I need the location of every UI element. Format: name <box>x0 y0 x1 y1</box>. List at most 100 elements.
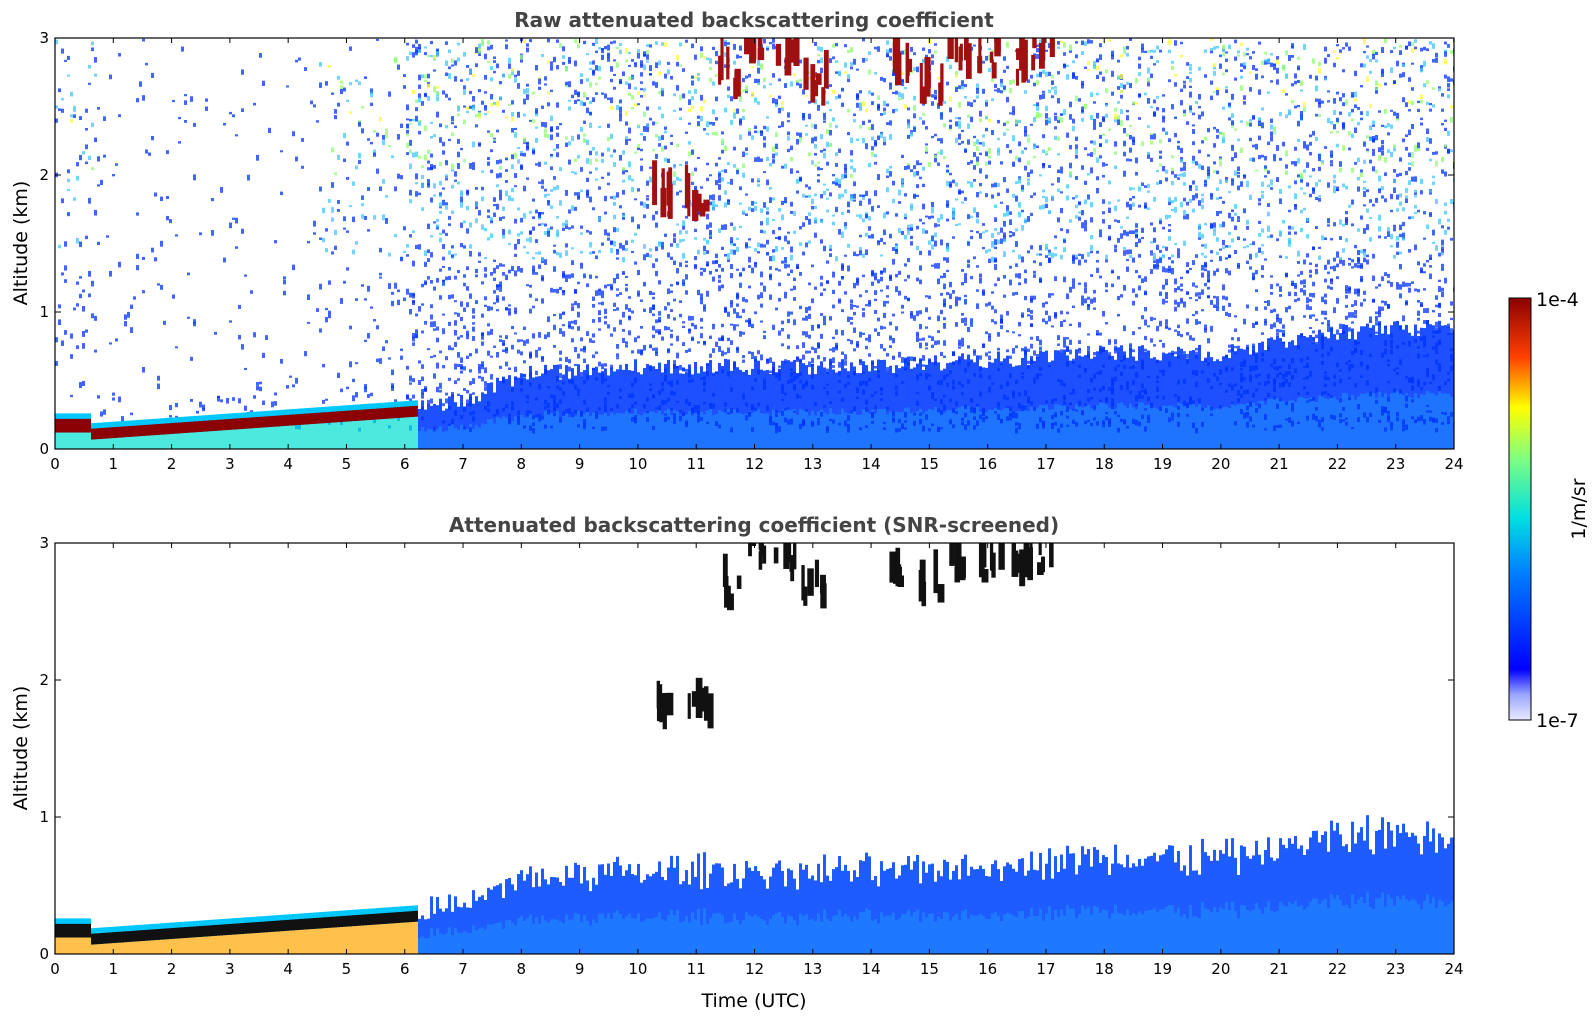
noise-speckle <box>1030 169 1033 174</box>
noise-speckle <box>1072 197 1075 200</box>
noise-speckle <box>511 154 514 160</box>
noise-speckle <box>1027 160 1030 166</box>
noise-speckle <box>418 74 421 81</box>
noise-speckle <box>709 270 712 275</box>
low-cloud <box>322 412 325 424</box>
noise-speckle <box>640 325 643 329</box>
noise-speckle <box>949 124 952 129</box>
noise-speckle <box>442 150 445 155</box>
noise-speckle <box>532 256 535 260</box>
boundary-layer-core <box>787 409 790 449</box>
noise-speckle <box>724 52 727 57</box>
boundary-layer-column <box>991 362 994 449</box>
noise-speckle <box>1054 246 1057 250</box>
noise-speckle <box>649 44 652 48</box>
noise-speckle <box>481 313 484 318</box>
noise-speckle <box>721 149 724 154</box>
noise-speckle <box>988 160 991 165</box>
noise-speckle <box>994 264 997 271</box>
boundary-layer-core <box>985 412 988 449</box>
noise-speckle <box>523 152 526 157</box>
noise-speckle <box>526 141 529 145</box>
noise-speckle <box>1018 334 1021 337</box>
noise-speckle <box>463 325 466 329</box>
noise-speckle <box>712 131 715 136</box>
noise-speckle <box>979 142 982 145</box>
noise-speckle <box>853 58 856 65</box>
noise-speckle <box>676 380 679 385</box>
noise-speckle <box>1060 321 1063 328</box>
noise-speckle <box>1048 249 1051 254</box>
cloud-below <box>223 430 226 449</box>
noise-speckle <box>901 311 904 314</box>
noise-speckle <box>475 268 478 274</box>
noise-speckle <box>535 298 538 302</box>
boundary-layer-core <box>673 410 676 449</box>
noise-speckle <box>811 298 814 304</box>
noise-speckle <box>877 46 880 52</box>
noise-speckle <box>1003 132 1006 136</box>
noise-speckle <box>511 100 514 105</box>
noise-speckle <box>592 303 595 308</box>
noise-speckle <box>775 428 778 434</box>
noise-speckle <box>508 63 511 69</box>
noise-speckle <box>466 399 469 406</box>
boundary-layer-core <box>589 415 592 449</box>
noise-speckle <box>934 340 937 346</box>
boundary-layer-core <box>739 413 742 449</box>
noise-speckle <box>979 118 982 123</box>
low-cloud <box>94 428 97 440</box>
noise-speckle <box>175 402 178 408</box>
noise-speckle <box>517 339 520 343</box>
noise-speckle <box>1087 173 1090 176</box>
noise-speckle <box>856 138 859 141</box>
noise-speckle <box>592 207 595 211</box>
noise-speckle <box>469 411 472 416</box>
noise-speckle <box>631 216 634 223</box>
noise-speckle <box>820 67 823 74</box>
noise-speckle <box>871 136 874 141</box>
noise-speckle <box>1096 259 1099 263</box>
boundary-layer-column <box>706 363 709 449</box>
noise-speckle <box>427 249 430 254</box>
noise-speckle <box>481 334 484 340</box>
noise-speckle <box>958 133 961 140</box>
noise-speckle <box>1042 163 1045 169</box>
boundary-layer-core <box>691 415 694 449</box>
boundary-layer-core <box>967 406 970 449</box>
noise-speckle <box>478 375 481 379</box>
noise-speckle <box>859 200 862 206</box>
noise-speckle <box>373 152 376 157</box>
noise-speckle <box>886 211 889 215</box>
noise-speckle <box>1066 229 1069 234</box>
noise-speckle <box>1006 380 1009 387</box>
noise-speckle <box>934 94 937 100</box>
noise-speckle <box>1078 282 1081 285</box>
noise-speckle <box>1075 41 1078 44</box>
noise-speckle <box>1021 348 1024 352</box>
noise-speckle <box>460 243 463 248</box>
noise-speckle <box>889 276 892 279</box>
noise-speckle <box>673 260 676 266</box>
noise-speckle <box>691 407 694 414</box>
noise-speckle <box>568 141 571 146</box>
noise-speckle <box>607 385 610 388</box>
noise-speckle <box>886 52 889 58</box>
noise-speckle <box>829 108 832 112</box>
noise-speckle <box>484 91 487 94</box>
noise-speckle <box>454 312 457 315</box>
boundary-layer-core <box>604 412 607 449</box>
low-cloud <box>355 410 358 421</box>
boundary-layer-column <box>745 369 748 449</box>
noise-speckle <box>790 371 793 377</box>
noise-speckle <box>841 329 844 336</box>
noise-speckle <box>496 173 499 179</box>
noise-speckle <box>1039 205 1042 210</box>
noise-speckle <box>724 41 727 47</box>
noise-speckle <box>691 171 694 177</box>
noise-speckle <box>553 186 556 191</box>
noise-speckle <box>1030 401 1033 406</box>
noise-speckle <box>541 355 544 360</box>
noise-speckle <box>460 147 463 151</box>
boundary-layer-core <box>478 427 481 449</box>
